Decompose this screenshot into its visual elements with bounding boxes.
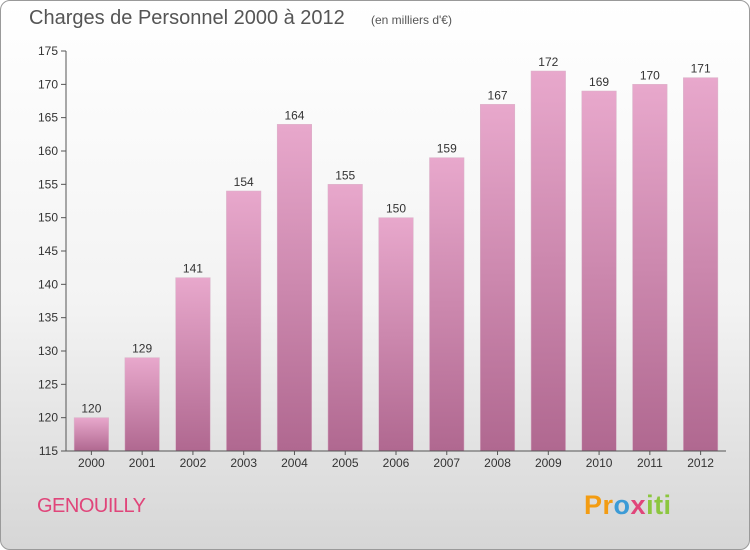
bar-2006 — [378, 217, 414, 452]
y-tick-label-155: 155 — [38, 177, 58, 191]
x-tick-label-2004: 2004 — [281, 456, 308, 470]
y-tick-label-120: 120 — [38, 411, 58, 425]
chart-subtitle: (en milliers d'€) — [371, 13, 452, 27]
bar-2009 — [530, 70, 566, 452]
data-label-2002: 141 — [183, 262, 203, 276]
x-tick-label-2006: 2006 — [383, 456, 410, 470]
x-tick-label-2010: 2010 — [586, 456, 613, 470]
data-label-2004: 164 — [284, 108, 304, 122]
data-label-2011: 170 — [640, 68, 660, 82]
x-tick-label-2007: 2007 — [433, 456, 460, 470]
bar-2012 — [683, 77, 719, 452]
y-tick-label-165: 165 — [38, 111, 58, 125]
bar-2011 — [632, 84, 668, 452]
bar-2004 — [276, 124, 312, 452]
y-tick-label-125: 125 — [38, 377, 58, 391]
x-tick-label-2012: 2012 — [687, 456, 714, 470]
logo-part-4: iti — [646, 490, 672, 520]
y-tick-label-170: 170 — [38, 77, 58, 91]
logo-part-2: o — [613, 490, 631, 520]
x-tick-label-2008: 2008 — [484, 456, 511, 470]
bar-2003 — [226, 190, 262, 452]
y-tick-label-135: 135 — [38, 311, 58, 325]
data-label-2010: 169 — [589, 75, 609, 89]
data-label-2007: 159 — [437, 142, 457, 156]
y-tick-label-150: 150 — [38, 211, 58, 225]
chart-title: Charges de Personnel 2000 à 2012 — [29, 7, 345, 29]
bar-2000 — [73, 417, 109, 452]
proxiti-logo: Proxiti — [584, 490, 672, 521]
y-tick-label-130: 130 — [38, 344, 58, 358]
y-tick-label-175: 175 — [38, 44, 58, 58]
x-tick-label-2001: 2001 — [129, 456, 156, 470]
data-label-2000: 120 — [81, 402, 101, 416]
y-tick-label-145: 145 — [38, 244, 58, 258]
bar-2002 — [175, 277, 211, 452]
commune-name: GENOUILLY — [37, 495, 146, 517]
x-tick-label-2005: 2005 — [332, 456, 359, 470]
bar-2010 — [581, 90, 617, 452]
bar-2007 — [429, 157, 465, 452]
data-label-2003: 154 — [234, 175, 254, 189]
data-label-2001: 129 — [132, 342, 152, 356]
data-label-2008: 167 — [488, 88, 508, 102]
x-tick-label-2000: 2000 — [78, 456, 105, 470]
x-tick-label-2002: 2002 — [180, 456, 207, 470]
logo-part-1: Pr — [584, 490, 614, 520]
x-tick-label-2009: 2009 — [535, 456, 562, 470]
bar-2001 — [124, 357, 160, 452]
y-tick-label-115: 115 — [39, 444, 58, 458]
data-label-2012: 171 — [691, 62, 711, 76]
x-tick-label-2003: 2003 — [230, 456, 257, 470]
logo-part-3: x — [630, 490, 647, 520]
y-tick-label-140: 140 — [38, 277, 58, 291]
x-tick-label-2011: 2011 — [637, 456, 663, 470]
bar-2005 — [327, 184, 363, 452]
data-label-2006: 150 — [386, 202, 406, 216]
data-label-2009: 172 — [538, 55, 558, 69]
y-tick-label-160: 160 — [38, 144, 58, 158]
bar-2008 — [480, 104, 516, 452]
data-label-2005: 155 — [335, 168, 355, 182]
